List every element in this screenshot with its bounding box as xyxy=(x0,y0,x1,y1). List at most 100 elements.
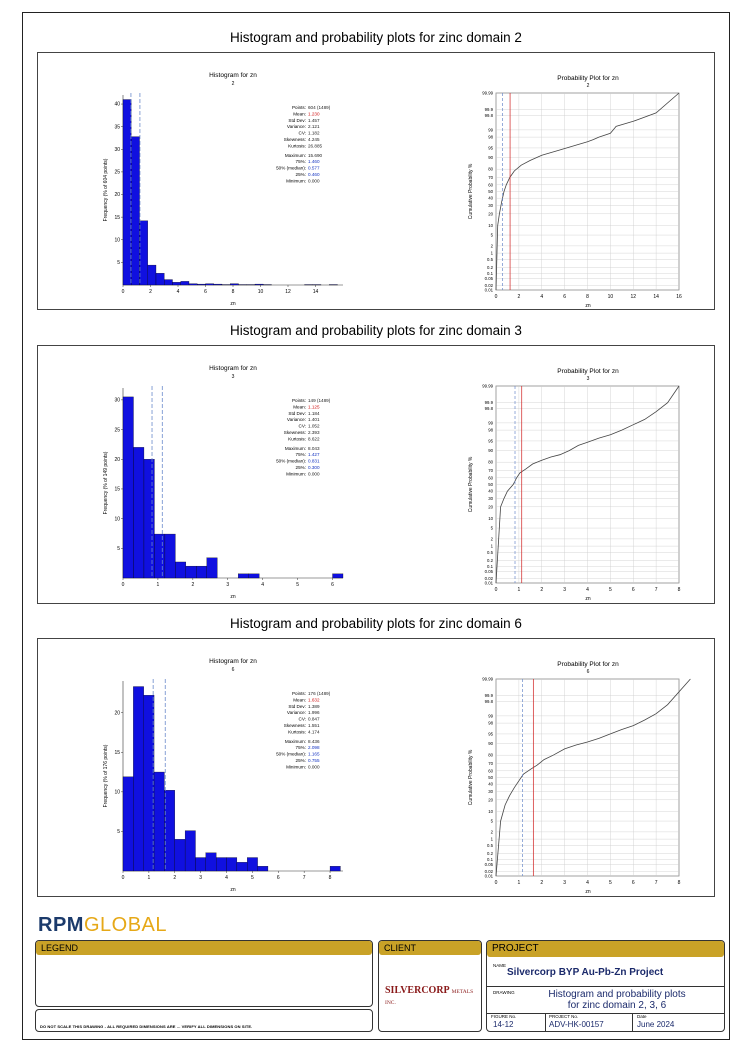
histogram-bar xyxy=(147,264,157,286)
drawing-title: Histogram and probability plots for zinc… xyxy=(517,989,717,1011)
histogram-x-tick-label: 0 xyxy=(122,875,125,881)
stat-value: 1.182 xyxy=(308,131,320,136)
probability-y-tick-label: 30 xyxy=(488,496,493,501)
histogram-y-tick-label: 5 xyxy=(117,546,120,552)
stat-label: Std Dev: xyxy=(288,118,306,123)
probability-y-tick-label: 95 xyxy=(488,438,493,443)
probability-y-tick-label: 98 xyxy=(488,428,493,433)
stat-value: 0.577 xyxy=(308,166,320,171)
histogram-y-tick-label: 35 xyxy=(114,124,120,130)
probability-y-tick-label: 60 xyxy=(488,768,493,773)
histogram-y-tick-label: 30 xyxy=(114,398,120,404)
probability-y-tick-label: 1 xyxy=(491,544,494,549)
probability-y-tick-label: 0.05 xyxy=(485,862,494,867)
probability-x-label: zn xyxy=(585,596,591,602)
probability-x-tick-label: 2 xyxy=(540,880,543,886)
probability-y-tick-label: 95 xyxy=(488,145,493,150)
probability-y-tick-label: 0.01 xyxy=(485,581,494,586)
histogram-bar xyxy=(164,790,175,872)
probability-y-tick-label: 30 xyxy=(488,789,493,794)
stat-label: 25%: xyxy=(296,172,306,177)
probability-y-label: Cumulative Probability % xyxy=(468,749,474,805)
plot-panel-domain-6: Histogram for zn 6 0 1 2 3 4 5 6 7 8 5 10 15 20 zn Frequ… xyxy=(37,638,715,897)
probability-x-tick-label: 10 xyxy=(608,294,614,300)
probability-y-tick-label: 0.2 xyxy=(487,265,494,270)
probability-x-tick-label: 4 xyxy=(540,294,543,300)
histogram-bar xyxy=(257,866,269,872)
histogram-x-tick-label: 6 xyxy=(277,875,280,881)
probability-y-tick-label: 30 xyxy=(488,203,493,208)
stat-value: 604 (1489) xyxy=(308,105,331,110)
probability-y-tick-label: 90 xyxy=(488,155,493,160)
probability-x-tick-label: 2 xyxy=(517,294,520,300)
histogram-bar xyxy=(226,857,238,872)
probability-y-label: Cumulative Probability % xyxy=(468,456,474,512)
probability-x-label: zn xyxy=(585,303,591,309)
stat-label: Skewness: xyxy=(284,430,306,435)
histogram-bar xyxy=(133,447,145,579)
stat-label: Skewness: xyxy=(284,723,306,728)
histogram-x-tick-label: 0 xyxy=(122,582,125,588)
probability-y-tick-label: 99.8 xyxy=(485,406,494,411)
probability-y-tick-label: 99.8 xyxy=(485,113,494,118)
probability-x-label: zn xyxy=(585,889,591,895)
histogram-x-tick-label: 4 xyxy=(225,875,228,881)
probability-y-tick-label: 0.5 xyxy=(487,843,494,848)
stat-value: 1.401 xyxy=(308,417,320,422)
probability-y-tick-label: 0.1 xyxy=(487,857,494,862)
stat-label: CV: xyxy=(299,131,307,136)
stat-value: 8.436 xyxy=(308,739,320,744)
stat-label: Variance: xyxy=(287,710,306,715)
histogram-bar xyxy=(236,862,248,872)
histogram-x-tick-label: 7 xyxy=(303,875,306,881)
probability-x-tick-label: 5 xyxy=(609,587,612,593)
probability-y-tick-label: 99.8 xyxy=(485,699,494,704)
probability-title: Probability Plot for zn xyxy=(557,661,619,668)
histogram-bar xyxy=(188,283,198,286)
stat-value: 0.831 xyxy=(308,459,320,464)
probability-y-tick-label: 99.99 xyxy=(482,91,493,96)
stat-value: 0.000 xyxy=(308,471,320,476)
histogram-x-tick-label: 3 xyxy=(226,582,229,588)
stat-value: 1.460 xyxy=(308,159,320,164)
histogram-bar xyxy=(329,866,341,872)
stat-label: 50% (median): xyxy=(276,459,306,464)
probability-y-tick-label: 99.9 xyxy=(485,693,494,698)
probability-y-label: Cumulative Probability % xyxy=(468,163,474,219)
stat-label: CV: xyxy=(299,424,307,429)
histogram-x-tick-label: 5 xyxy=(251,875,254,881)
probability-title: Probability Plot for zn xyxy=(557,75,619,82)
probability-y-tick-label: 60 xyxy=(488,182,493,187)
probability-y-tick-label: 0.02 xyxy=(485,576,494,581)
probability-y-tick-label: 90 xyxy=(488,448,493,453)
histogram-bar xyxy=(184,830,196,872)
probability-y-tick-label: 70 xyxy=(488,761,493,766)
stat-label: Variance: xyxy=(287,124,306,129)
stat-label: Minimum: xyxy=(286,471,306,476)
probability-y-tick-label: 2 xyxy=(491,829,494,834)
probability-y-tick-label: 20 xyxy=(488,504,493,509)
rpm-global-logo: RPMGLOBAL xyxy=(38,914,167,937)
histogram-bar xyxy=(206,557,218,579)
probability-y-tick-label: 0.1 xyxy=(487,271,494,276)
stat-label: Points: xyxy=(292,398,306,403)
histogram-bar xyxy=(180,281,190,286)
section-title-domain-3: Histogram and probability plots for zinc… xyxy=(230,323,522,338)
histogram-x-tick-label: 12 xyxy=(285,289,291,295)
probability-x-tick-label: 4 xyxy=(586,880,589,886)
probability-x-tick-label: 6 xyxy=(563,294,566,300)
histogram-y-tick-label: 30 xyxy=(114,147,120,153)
probability-x-tick-label: 8 xyxy=(678,587,681,593)
histogram-bar xyxy=(248,573,260,579)
histogram-x-tick-label: 2 xyxy=(149,289,152,295)
stat-label: CV: xyxy=(299,717,307,722)
stat-value: 1.230 xyxy=(308,111,320,116)
probability-y-tick-label: 95 xyxy=(488,731,493,736)
logo-text-rpm: RPM xyxy=(38,914,84,936)
project-no-label: PROJECT No. xyxy=(549,1014,579,1019)
histogram-x-tick-label: 5 xyxy=(296,582,299,588)
probability-y-tick-label: 50 xyxy=(488,189,493,194)
plot-panel-domain-2: Histogram for zn 2 0 2 4 6 8 10 12 14 5 10 15 20 25 30 3… xyxy=(37,52,715,310)
